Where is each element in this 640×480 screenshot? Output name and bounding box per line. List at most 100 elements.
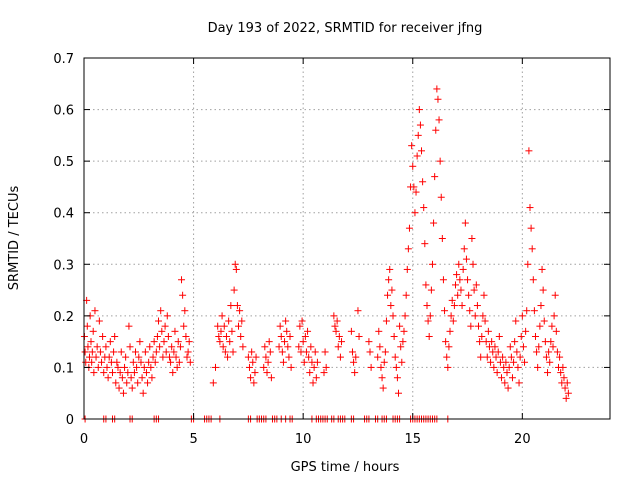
- data-point: [157, 307, 165, 315]
- data-point: [392, 363, 400, 371]
- data-point: [454, 291, 462, 299]
- data-point: [99, 332, 107, 340]
- data-point: [469, 260, 477, 268]
- data-point: [123, 379, 131, 387]
- data-point: [305, 353, 313, 361]
- data-point: [276, 322, 284, 330]
- data-point: [284, 343, 292, 351]
- data-point: [176, 343, 184, 351]
- data-point: [296, 322, 304, 330]
- data-point: [355, 332, 363, 340]
- data-point: [287, 363, 295, 371]
- data-point: [309, 379, 317, 387]
- data-point: [399, 338, 407, 346]
- data-point: [135, 353, 143, 361]
- data-point: [408, 142, 416, 150]
- data-point: [252, 353, 260, 361]
- data-point: [393, 374, 401, 382]
- data-point: [351, 369, 359, 377]
- data-point: [437, 193, 445, 201]
- data-point: [169, 369, 177, 377]
- data-point: [504, 384, 512, 392]
- y-tick-label: 0.2: [53, 310, 74, 325]
- data-point: [481, 317, 489, 325]
- data-point: [302, 348, 310, 356]
- data-point: [374, 353, 382, 361]
- data-point: [552, 327, 560, 335]
- data-point: [103, 363, 111, 371]
- data-point: [404, 245, 412, 253]
- data-point: [336, 353, 344, 361]
- data-point: [218, 312, 226, 320]
- data-point: [519, 343, 527, 351]
- data-point: [511, 338, 519, 346]
- data-point: [412, 188, 420, 196]
- data-point: [228, 327, 236, 335]
- data-point: [149, 353, 157, 361]
- y-tick-label: 0.3: [53, 258, 74, 273]
- data-point: [130, 369, 138, 377]
- data-point: [217, 327, 225, 335]
- data-point: [465, 291, 473, 299]
- data-point: [111, 332, 119, 340]
- data-point: [450, 302, 458, 310]
- data-point: [488, 338, 496, 346]
- data-point: [285, 353, 293, 361]
- data-point: [307, 343, 315, 351]
- data-point: [129, 358, 137, 366]
- data-point: [186, 358, 194, 366]
- y-tick-label: 0.7: [53, 52, 74, 67]
- x-tick-label: 0: [80, 432, 88, 447]
- data-point: [110, 348, 118, 356]
- axis-ticks: [83, 57, 610, 420]
- data-point: [96, 348, 104, 356]
- data-point: [100, 369, 108, 377]
- data-points: [80, 85, 572, 423]
- data-point: [381, 348, 389, 356]
- data-point: [480, 291, 488, 299]
- data-point: [174, 338, 182, 346]
- data-point: [237, 332, 245, 340]
- data-point: [140, 363, 148, 371]
- data-point: [350, 358, 358, 366]
- data-point: [427, 286, 435, 294]
- data-point: [542, 353, 550, 361]
- data-point: [389, 312, 397, 320]
- data-point: [484, 327, 492, 335]
- data-point: [338, 338, 346, 346]
- data-point: [151, 358, 159, 366]
- data-point: [275, 343, 283, 351]
- data-point: [262, 353, 270, 361]
- data-point: [553, 348, 561, 356]
- data-point: [162, 348, 170, 356]
- data-point: [219, 343, 227, 351]
- data-point: [418, 147, 426, 155]
- data-point: [261, 343, 269, 351]
- data-point: [405, 224, 413, 232]
- data-point: [376, 343, 384, 351]
- data-point: [426, 312, 434, 320]
- data-point: [401, 312, 409, 320]
- data-point: [419, 178, 427, 186]
- data-point: [354, 307, 362, 315]
- data-point: [390, 332, 398, 340]
- data-point: [379, 384, 387, 392]
- data-point: [106, 338, 114, 346]
- data-point: [483, 353, 491, 361]
- data-point: [441, 307, 449, 315]
- data-point: [560, 374, 568, 382]
- data-point: [88, 358, 96, 366]
- data-point: [112, 379, 120, 387]
- data-point: [464, 276, 472, 284]
- data-point: [534, 363, 542, 371]
- data-point: [225, 317, 233, 325]
- data-point: [150, 338, 158, 346]
- data-point: [400, 327, 408, 335]
- data-point: [432, 126, 440, 134]
- y-tick-label: 0.1: [53, 361, 74, 376]
- data-point: [248, 348, 256, 356]
- data-point: [278, 348, 286, 356]
- data-point: [416, 121, 424, 129]
- data-point: [121, 363, 129, 371]
